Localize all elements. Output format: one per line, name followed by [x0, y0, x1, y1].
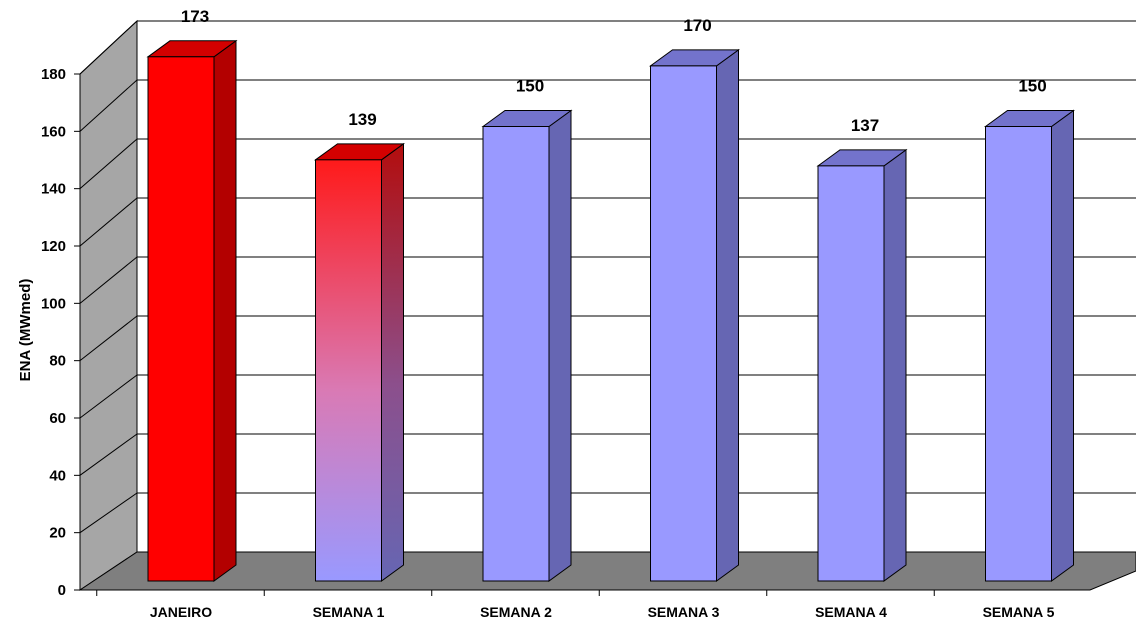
bar-1: 173 [146, 7, 238, 582]
y-tick-label: 40 [49, 467, 66, 484]
gridline-side [79, 256, 138, 304]
gridline-side [79, 138, 138, 190]
gridline-side [79, 315, 138, 362]
bar-front-face [482, 126, 550, 582]
x-axis-categories: JANEIRO SEMANA 1 SEMANA 2 SEMANA 3 SEMANA 4 S… [96, 590, 1055, 620]
gridline-side [79, 197, 138, 247]
y-tick-label: 140 [41, 181, 66, 198]
category-label: SEMANA 4 [815, 604, 887, 620]
floor [78, 551, 1136, 591]
data-label: 139 [348, 110, 376, 129]
bar-front-face [147, 56, 215, 582]
y-tick-label: 120 [41, 238, 66, 255]
bar-front-face [315, 159, 382, 582]
bar-5: 137 [816, 116, 908, 582]
plot-walls [78, 19, 1136, 591]
gridline-side [79, 20, 138, 75]
gridline-side [79, 374, 138, 419]
data-label: 150 [1018, 77, 1046, 96]
y-tick-label: 60 [49, 410, 66, 427]
bar-front-face [985, 126, 1052, 582]
bar-side-face [1051, 109, 1074, 582]
y-tick-label: 160 [41, 123, 66, 140]
gridline-side [79, 492, 138, 534]
data-label: 170 [683, 16, 711, 35]
y-axis-title: ENA (MWmed) [17, 279, 34, 382]
y-tick-label: 0 [58, 582, 66, 599]
category-label: SEMANA 1 [313, 604, 385, 620]
data-label: 173 [181, 7, 209, 26]
data-label: 150 [516, 77, 544, 96]
gridline-side [79, 79, 138, 132]
y-tick-label: 180 [41, 66, 66, 83]
y-tick-label: 100 [41, 295, 66, 312]
category-label: SEMANA 2 [480, 604, 552, 620]
category-label: SEMANA 5 [983, 604, 1055, 620]
category-label: JANEIRO [150, 604, 212, 620]
bars: 173 139 150 170 137 150 [146, 7, 1076, 582]
y-tick-label: 20 [49, 525, 66, 542]
bar-side-face [716, 48, 739, 582]
data-label: 137 [851, 116, 879, 135]
y-tick-label: 80 [49, 353, 66, 370]
bar-side-face [213, 39, 237, 582]
bar-side-face [381, 142, 404, 582]
bar-2: 139 [313, 110, 406, 582]
bar-side-face [548, 109, 572, 582]
bar-front-face [650, 65, 717, 582]
y-axis-ticks: 0 20 40 60 80 100 120 140 160 180 [41, 66, 1090, 599]
side-wall [79, 19, 138, 591]
category-label: SEMANA 3 [648, 604, 720, 620]
gridline-side [79, 433, 138, 476]
bar-6: 150 [983, 77, 1076, 582]
bar-front-face [817, 165, 885, 582]
bar-3: 150 [481, 77, 573, 582]
bar-side-face [883, 148, 907, 582]
bar-4: 170 [648, 16, 741, 582]
gridlines [79, 20, 1136, 534]
